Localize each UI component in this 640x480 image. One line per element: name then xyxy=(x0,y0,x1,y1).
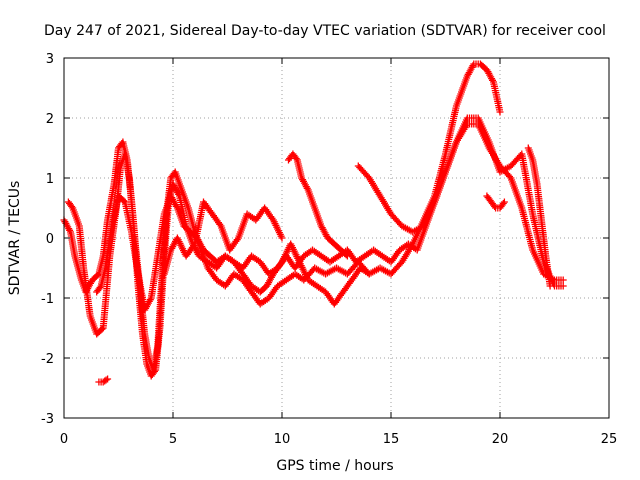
y-tick-label: -1 xyxy=(41,292,54,307)
plus-marks xyxy=(64,150,373,380)
series-track-6 xyxy=(483,192,508,212)
y-tick-label: 1 xyxy=(46,172,54,187)
y-axis-label: SDTVAR / TECUs xyxy=(7,181,23,296)
series-track-8 xyxy=(524,144,554,290)
x-axis-ticks: 0 5 10 15 20 25 xyxy=(60,58,617,447)
series-track-4 xyxy=(354,114,567,290)
series-track-2 xyxy=(64,150,373,380)
series-track-9 xyxy=(160,198,286,278)
series-track-5 xyxy=(285,150,351,260)
series-track-7 xyxy=(95,375,112,386)
x-tick-label: 20 xyxy=(492,432,509,447)
y-axis-ticks: -3 -2 -1 0 1 2 3 xyxy=(41,52,609,427)
y-tick-label: 3 xyxy=(46,52,54,67)
plus-marks xyxy=(285,150,351,260)
plus-marks xyxy=(524,144,554,290)
plus-marks xyxy=(95,375,112,386)
y-tick-label: 2 xyxy=(46,112,54,127)
x-tick-label: 25 xyxy=(601,432,618,447)
x-tick-label: 10 xyxy=(274,432,291,447)
data-series xyxy=(60,60,567,386)
y-tick-label: -2 xyxy=(41,352,54,367)
plus-marks xyxy=(160,198,286,278)
chart-title: Day 247 of 2021, Sidereal Day-to-day VTE… xyxy=(44,23,606,39)
y-tick-label: -3 xyxy=(41,412,54,427)
plus-marks xyxy=(354,114,567,290)
x-axis-label: GPS time / hours xyxy=(276,458,393,474)
x-tick-label: 15 xyxy=(383,432,400,447)
plus-marks xyxy=(483,192,508,212)
x-tick-label: 0 xyxy=(60,432,68,447)
x-tick-label: 5 xyxy=(169,432,177,447)
y-tick-label: 0 xyxy=(46,232,54,247)
